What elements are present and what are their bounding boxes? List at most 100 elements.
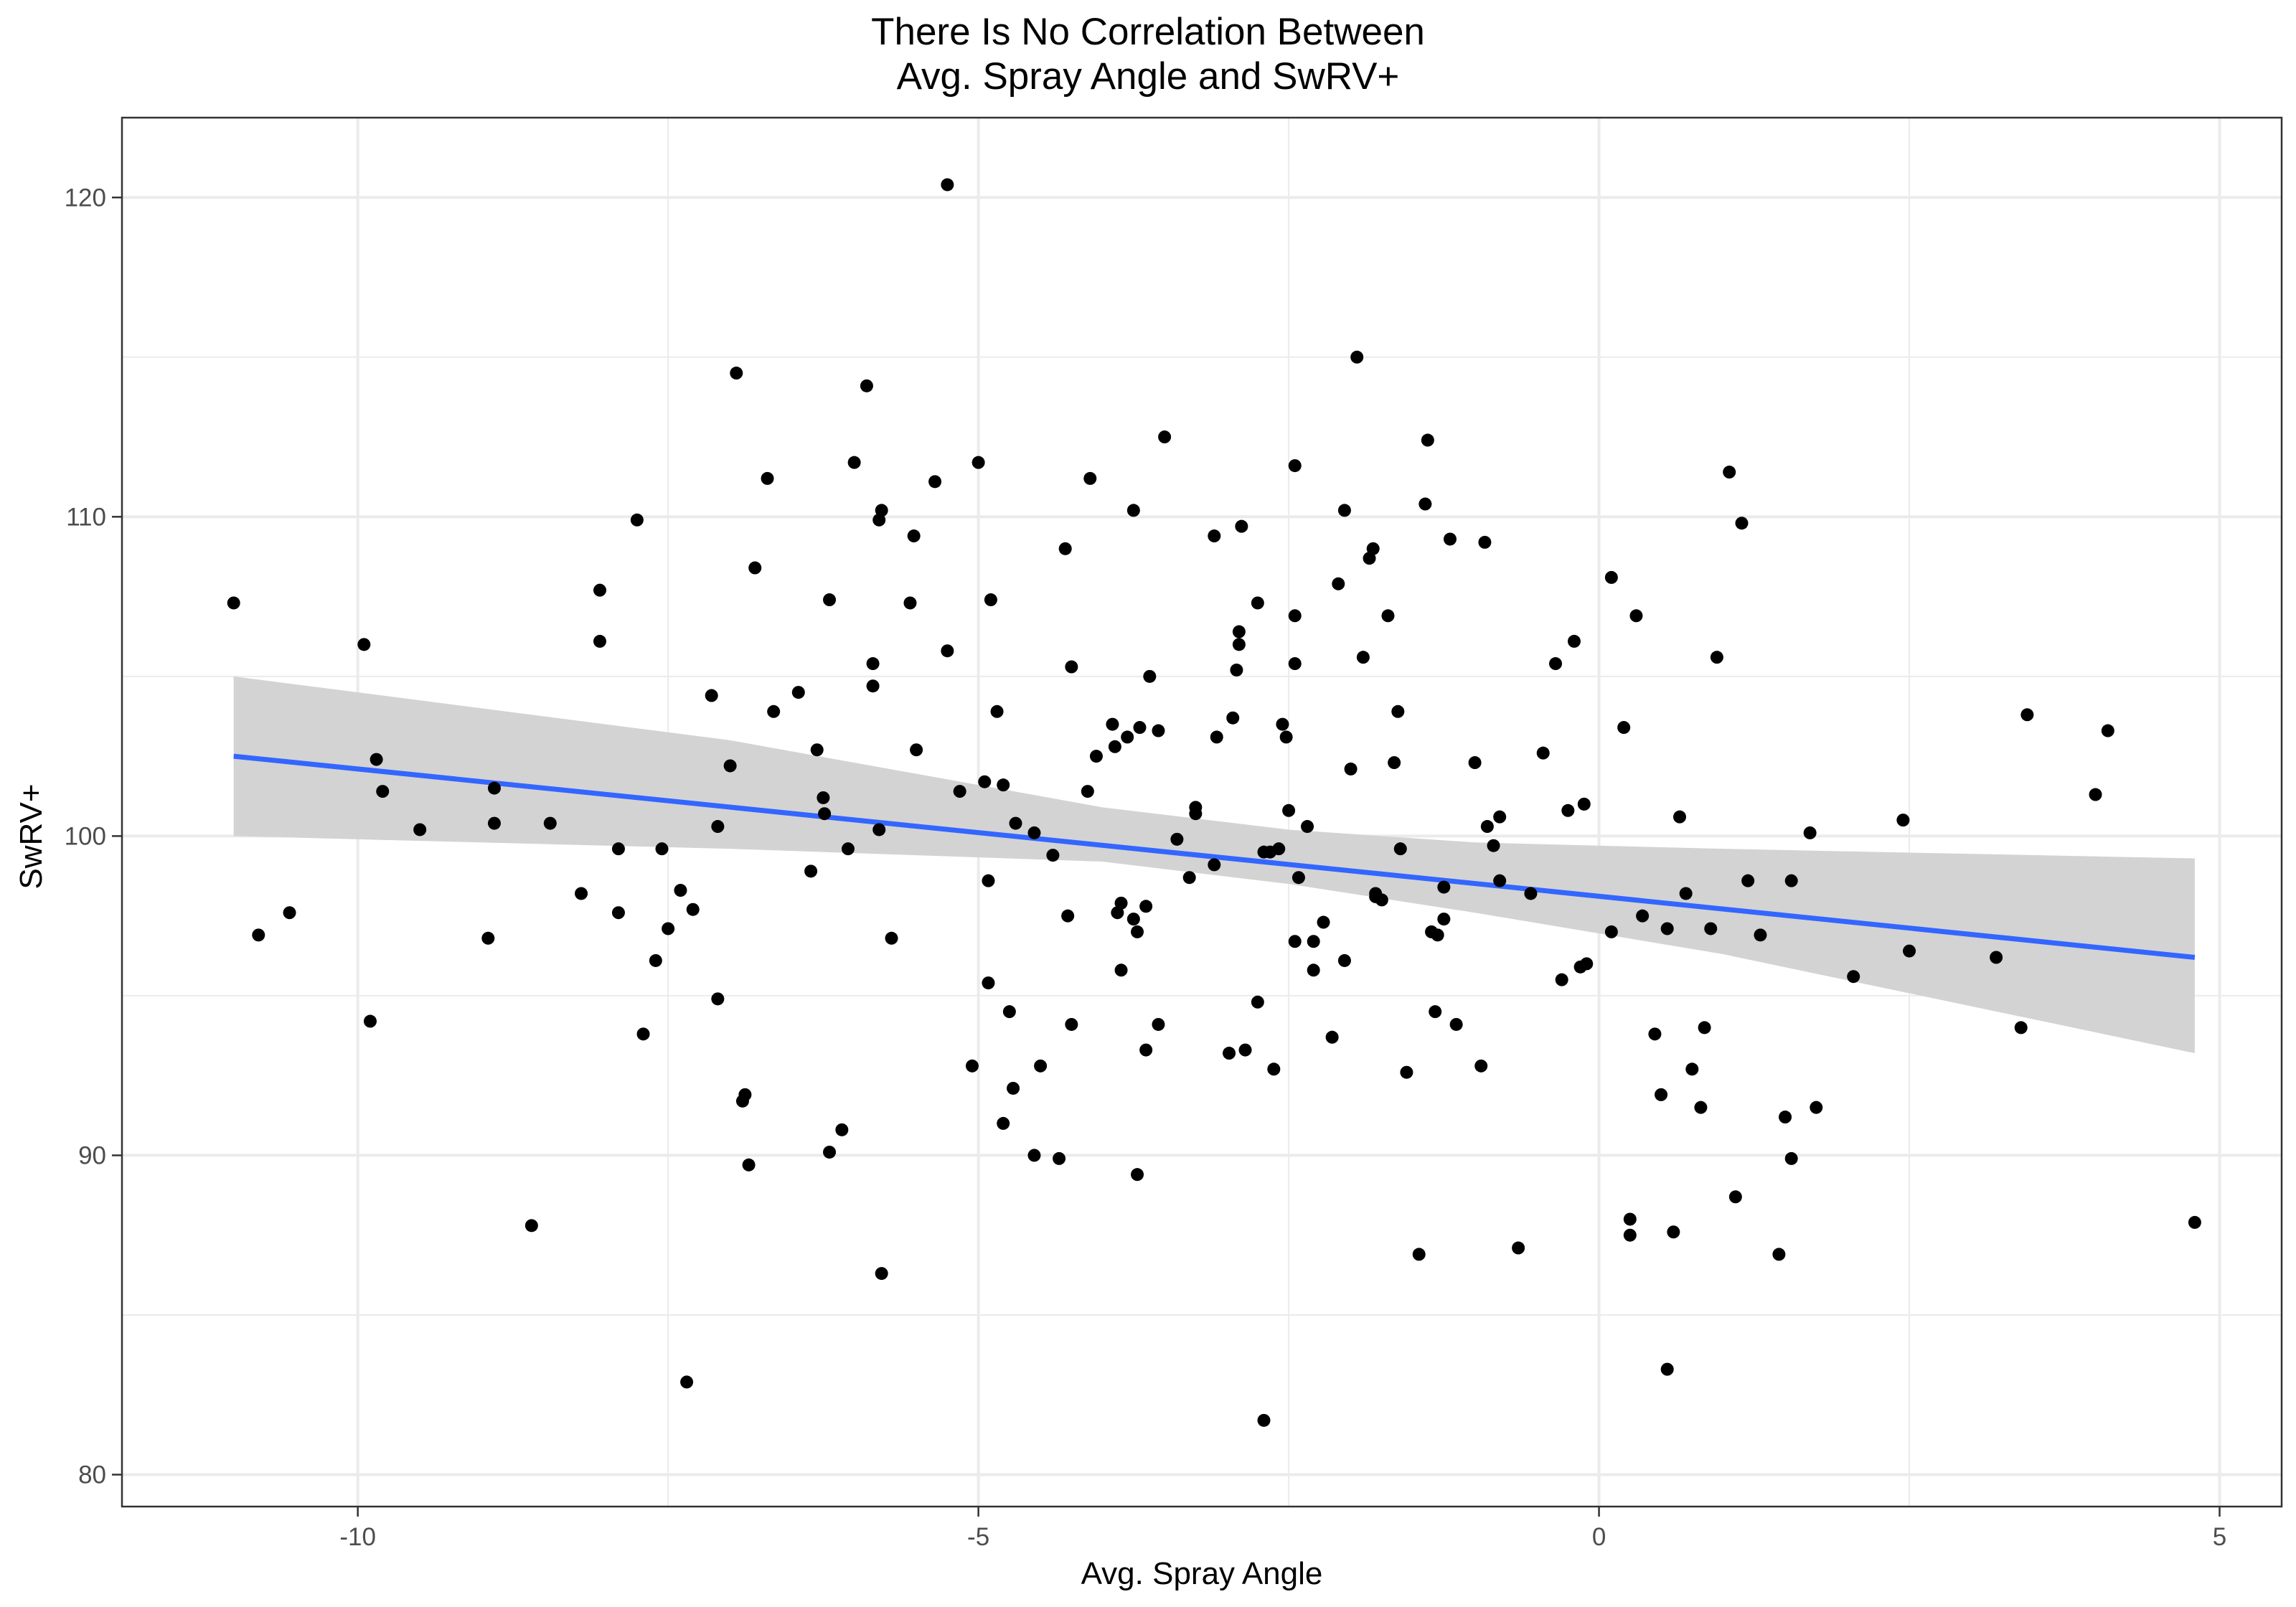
- data-point: [1803, 826, 1817, 839]
- y-tick-label: 100: [65, 822, 106, 850]
- data-point: [1604, 925, 1618, 938]
- data-point: [1629, 609, 1643, 623]
- y-tick-label: 90: [78, 1141, 106, 1169]
- data-point: [1337, 953, 1351, 967]
- data-point: [2101, 724, 2114, 737]
- data-point: [636, 1027, 650, 1041]
- data-point: [1053, 1151, 1066, 1165]
- data-point: [1393, 842, 1407, 856]
- data-point: [1478, 535, 1492, 549]
- data-point: [227, 596, 240, 610]
- data-point: [357, 638, 371, 651]
- data-point: [1429, 1005, 1442, 1019]
- data-point: [841, 842, 855, 856]
- data-point: [1369, 887, 1383, 900]
- data-point: [1784, 1151, 1798, 1165]
- data-point: [1126, 913, 1140, 926]
- data-point: [1257, 1413, 1271, 1427]
- y-axis-ticks: 80 90 100 110 120: [65, 184, 122, 1489]
- data-point: [1493, 874, 1507, 887]
- data-point: [1152, 1017, 1165, 1031]
- data-point: [903, 596, 917, 610]
- data-point: [761, 471, 774, 485]
- data-point: [1027, 1149, 1041, 1162]
- data-point: [1131, 925, 1144, 938]
- chart-title: There Is No Correlation Between Avg. Spr…: [871, 11, 1425, 98]
- data-point: [817, 791, 830, 804]
- data-point: [1143, 669, 1157, 683]
- chart-title-line-2: Avg. Spray Angle and SwRV+: [897, 55, 1400, 98]
- data-point: [997, 778, 1010, 792]
- data-point: [810, 743, 824, 757]
- data-point: [1089, 750, 1103, 763]
- data-point: [1655, 1088, 1668, 1101]
- data-point: [1555, 973, 1568, 986]
- data-point: [860, 379, 873, 392]
- data-point: [1779, 1111, 1792, 1124]
- data-point: [1418, 497, 1432, 511]
- data-point: [1307, 963, 1320, 977]
- data-point: [674, 884, 687, 897]
- data-point: [1251, 596, 1264, 610]
- data-point: [1810, 1101, 1823, 1114]
- data-point: [835, 1123, 849, 1136]
- data-point: [487, 816, 501, 830]
- data-point: [1126, 504, 1140, 517]
- data-point: [1754, 928, 1767, 942]
- data-point: [1437, 913, 1451, 926]
- data-point: [885, 931, 898, 945]
- data-point: [997, 1116, 1010, 1130]
- data-point: [1267, 1062, 1281, 1076]
- data-point: [1487, 839, 1500, 852]
- data-point: [1474, 1059, 1488, 1073]
- data-point: [910, 743, 923, 757]
- x-tick-label: 5: [2213, 1523, 2226, 1551]
- data-point: [1232, 638, 1246, 651]
- data-point: [1896, 814, 1910, 827]
- data-point: [1232, 625, 1246, 638]
- data-point: [941, 178, 954, 192]
- data-point: [1685, 1062, 1699, 1076]
- data-point: [2020, 708, 2034, 722]
- data-point: [1366, 542, 1380, 555]
- data-point: [1344, 762, 1358, 776]
- data-point: [742, 1158, 756, 1172]
- data-point: [1698, 1021, 1711, 1035]
- data-point: [2014, 1021, 2028, 1035]
- y-axis-title: SwRV+: [14, 783, 49, 889]
- data-point: [1106, 717, 1119, 731]
- data-point: [662, 922, 675, 936]
- data-point: [711, 820, 725, 834]
- data-point: [1276, 717, 1289, 731]
- data-point: [611, 906, 625, 920]
- y-tick-label: 80: [78, 1461, 106, 1489]
- data-point: [1741, 874, 1755, 887]
- data-point: [1704, 922, 1718, 936]
- data-point: [748, 561, 762, 575]
- data-point: [1660, 922, 1674, 936]
- data-point: [1251, 995, 1264, 1009]
- y-tick-label: 120: [65, 184, 106, 212]
- data-point: [1735, 517, 1749, 530]
- data-point: [823, 593, 837, 607]
- data-point: [593, 583, 607, 597]
- data-point: [363, 1014, 377, 1028]
- data-point: [1421, 433, 1434, 447]
- data-point: [1903, 944, 1916, 958]
- data-point: [866, 657, 880, 671]
- data-point: [1272, 842, 1286, 856]
- data-point: [1034, 1059, 1048, 1073]
- data-point: [1784, 874, 1798, 887]
- data-point: [1388, 756, 1401, 770]
- data-point: [875, 1267, 888, 1281]
- data-point: [1493, 810, 1507, 824]
- data-point: [680, 1375, 694, 1389]
- data-point: [2089, 788, 2102, 801]
- x-tick-label: -5: [967, 1523, 989, 1551]
- data-point: [705, 689, 718, 702]
- data-point: [1027, 826, 1041, 839]
- data-point: [1170, 832, 1184, 846]
- data-point: [1437, 880, 1451, 894]
- data-point: [413, 823, 427, 837]
